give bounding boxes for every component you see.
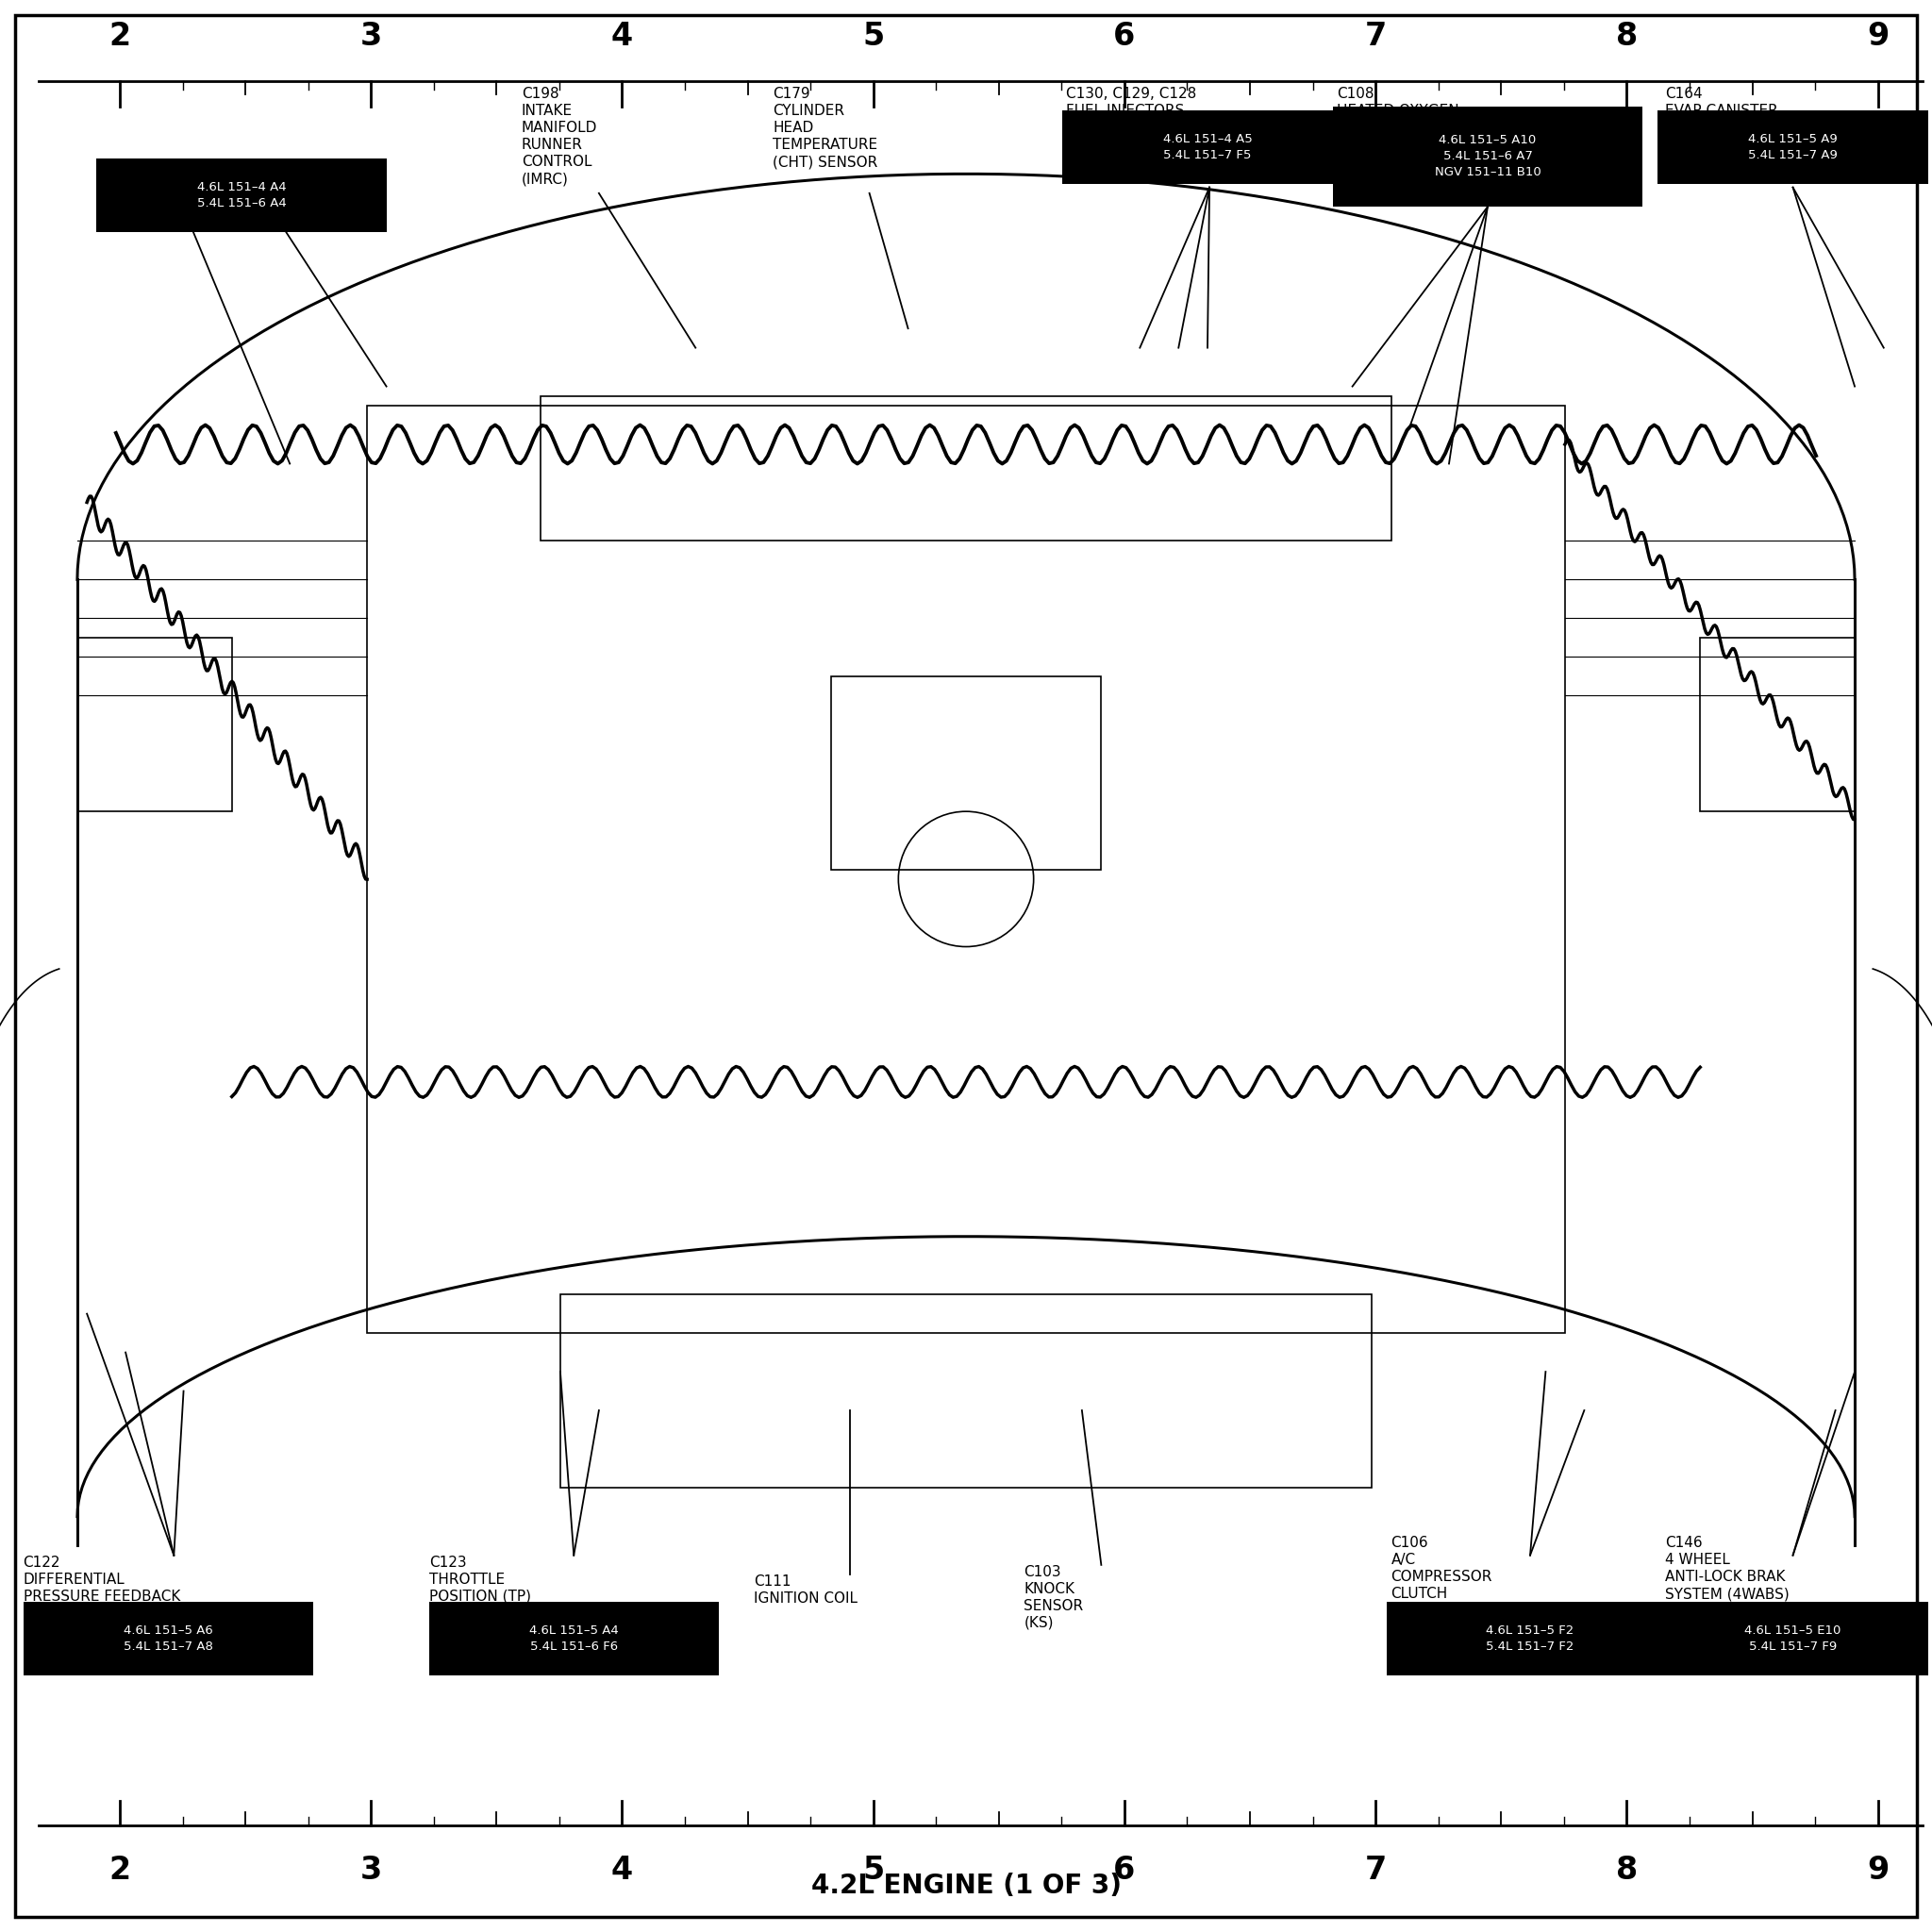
Text: 4: 4 — [611, 21, 634, 52]
Text: 6: 6 — [1113, 21, 1136, 52]
Text: 7: 7 — [1364, 1855, 1387, 1886]
Text: 3: 3 — [359, 21, 383, 52]
Bar — [541, 396, 1391, 541]
Text: 4.6L 151–5 A4
5.4L 151–6 F6: 4.6L 151–5 A4 5.4L 151–6 F6 — [529, 1625, 618, 1652]
Text: 9: 9 — [1866, 1855, 1889, 1886]
Bar — [1387, 1602, 1673, 1675]
Text: 5: 5 — [862, 1855, 885, 1886]
Bar — [77, 638, 232, 811]
Bar — [1700, 638, 1855, 811]
Text: C130, C129, C128
FUEL INJECTORS
#6, #5, #4: C130, C129, C128 FUEL INJECTORS #6, #5, … — [1066, 87, 1198, 135]
Text: 4.6L 151–4 A4
5.4L 151–6 A4: 4.6L 151–4 A4 5.4L 151–6 A4 — [197, 182, 286, 209]
Text: C179
CYLINDER
HEAD
TEMPERATURE
(CHT) SENSOR: C179 CYLINDER HEAD TEMPERATURE (CHT) SEN… — [773, 87, 877, 168]
Text: 6: 6 — [1113, 1855, 1136, 1886]
Text: 4.6L 151–4 A5
5.4L 151–7 F5: 4.6L 151–4 A5 5.4L 151–7 F5 — [1163, 133, 1252, 160]
Text: 4.6L 151–5 F2
5.4L 151–7 F2: 4.6L 151–5 F2 5.4L 151–7 F2 — [1486, 1625, 1575, 1652]
Text: 4: 4 — [611, 1855, 634, 1886]
Text: C111
IGNITION COIL: C111 IGNITION COIL — [753, 1575, 858, 1605]
Text: 2: 2 — [108, 21, 131, 52]
Bar — [97, 158, 386, 232]
Bar — [23, 1602, 313, 1675]
Text: 4.2L ENGINE (1 OF 3): 4.2L ENGINE (1 OF 3) — [811, 1872, 1121, 1899]
Text: 2: 2 — [108, 1855, 131, 1886]
Text: C108
HEATED OXYGEN
SENSOR (HO2S) #21: C108 HEATED OXYGEN SENSOR (HO2S) #21 — [1337, 87, 1488, 135]
Text: 8: 8 — [1615, 21, 1638, 52]
Text: C123
THROTTLE
POSITION (TP)
SENSOR: C123 THROTTLE POSITION (TP) SENSOR — [429, 1555, 531, 1621]
Bar — [1333, 106, 1642, 207]
Text: C198
INTAKE
MANIFOLD
RUNNER
CONTROL
(IMRC): C198 INTAKE MANIFOLD RUNNER CONTROL (IMR… — [522, 87, 597, 185]
Bar — [1658, 1602, 1928, 1675]
Text: C103
KNOCK
SENSOR
(KS): C103 KNOCK SENSOR (KS) — [1024, 1565, 1084, 1631]
Bar — [831, 676, 1101, 869]
Bar — [367, 406, 1565, 1333]
Text: 3: 3 — [359, 1855, 383, 1886]
Text: 7: 7 — [1364, 21, 1387, 52]
Text: C169: C169 — [131, 158, 168, 172]
Text: C146
4 WHEEL
ANTI-LOCK BRAK
SYSTEM (4WABS)
MODULE: C146 4 WHEEL ANTI-LOCK BRAK SYSTEM (4WAB… — [1665, 1536, 1789, 1617]
Text: 4.6L 151–5 E10
5.4L 151–7 F9: 4.6L 151–5 E10 5.4L 151–7 F9 — [1745, 1625, 1841, 1652]
Text: C164
EVAP CANISTER
PURGE VALVE: C164 EVAP CANISTER PURGE VALVE — [1665, 87, 1777, 135]
Bar — [429, 1602, 719, 1675]
Bar — [560, 1294, 1372, 1488]
Bar — [1063, 110, 1352, 184]
Bar — [1658, 110, 1928, 184]
Text: 8: 8 — [1615, 1855, 1638, 1886]
Text: C106
A/C
COMPRESSOR
CLUTCH
SOLENOID: C106 A/C COMPRESSOR CLUTCH SOLENOID — [1391, 1536, 1492, 1617]
Text: 9: 9 — [1866, 21, 1889, 52]
Text: C122
DIFFERENTIAL
PRESSURE FEEDBACK
EGR (DPFE) SENSOR: C122 DIFFERENTIAL PRESSURE FEEDBACK EGR … — [23, 1555, 180, 1621]
Text: 5: 5 — [862, 21, 885, 52]
Text: 4.6L 151–5 A9
5.4L 151–7 A9: 4.6L 151–5 A9 5.4L 151–7 A9 — [1748, 133, 1837, 160]
Bar — [19, 87, 1913, 1816]
Text: 4.6L 151–5 A6
5.4L 151–7 A8: 4.6L 151–5 A6 5.4L 151–7 A8 — [124, 1625, 213, 1652]
Text: 4.6L 151–5 A10
5.4L 151–6 A7
NGV 151–11 B10: 4.6L 151–5 A10 5.4L 151–6 A7 NGV 151–11 … — [1434, 135, 1542, 178]
